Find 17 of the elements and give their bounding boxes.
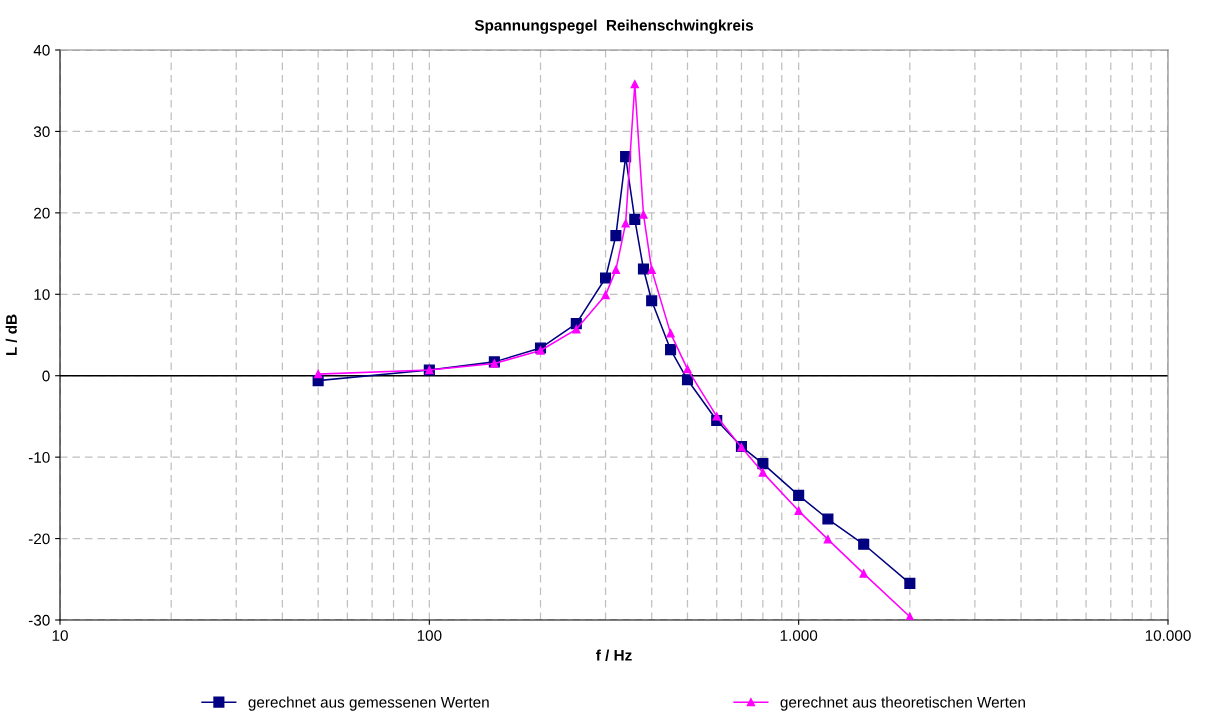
x-tick-label: 10	[52, 630, 68, 641]
y-axis-title: L / dB	[5, 314, 17, 356]
y-tick-label: -30	[28, 614, 50, 626]
legend-label: gerechnet aus theoretischen Werten	[780, 696, 1025, 711]
y-tick-label: 20	[34, 207, 50, 219]
y-tick-label: 0	[42, 370, 50, 382]
y-tick-label: 30	[33, 126, 50, 138]
x-tick-label: 1.000	[780, 630, 818, 641]
x-tick-label: 100	[417, 630, 442, 641]
y-tick-label: 10	[34, 289, 50, 300]
y-tick-label: -10	[28, 452, 50, 463]
y-tick-label: 40	[33, 44, 50, 56]
y-tick-label: -20	[28, 533, 50, 545]
legend-label: gerechnet aus gemessenen Werten	[248, 696, 489, 711]
chart-title: Spannungspegel Reihenschwingkreis	[474, 19, 754, 34]
x-tick-label: 10.000	[1145, 630, 1191, 641]
x-axis-title: f / Hz	[596, 649, 632, 661]
